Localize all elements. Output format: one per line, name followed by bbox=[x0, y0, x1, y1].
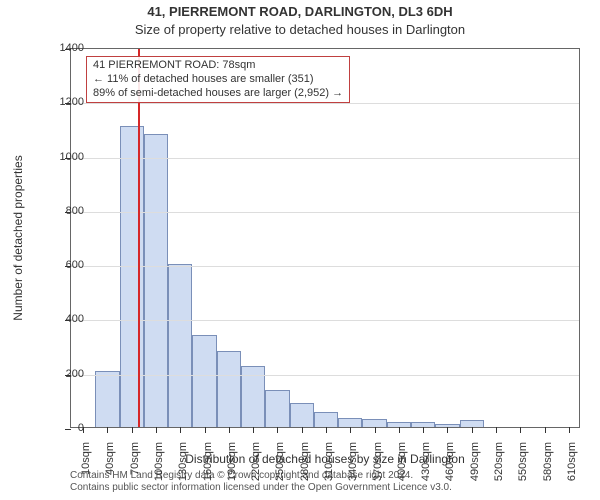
histogram-bar bbox=[338, 418, 362, 428]
x-tick bbox=[447, 427, 448, 433]
attribution-line: Contains public sector information licen… bbox=[70, 482, 590, 494]
x-tick-label: 310sqm bbox=[323, 442, 335, 481]
x-tick-label: 610sqm bbox=[566, 442, 578, 481]
gridline bbox=[71, 266, 579, 267]
histogram-bar bbox=[362, 419, 386, 427]
bars-layer bbox=[71, 49, 579, 427]
x-tick-label: 220sqm bbox=[250, 442, 262, 481]
x-tick bbox=[569, 427, 570, 433]
histogram-bar bbox=[168, 264, 192, 427]
y-tick-label: 400 bbox=[66, 313, 84, 325]
histogram-bar bbox=[265, 390, 289, 427]
histogram-bar bbox=[314, 412, 338, 427]
gridline bbox=[71, 212, 579, 213]
x-tick-label: 280sqm bbox=[299, 442, 311, 481]
y-tick-label: 1400 bbox=[60, 42, 84, 54]
x-tick-label: 130sqm bbox=[177, 442, 189, 481]
callout-line: 89% of semi-detached houses are larger (… bbox=[93, 87, 343, 101]
x-tick-label: 100sqm bbox=[153, 442, 165, 481]
plot-area bbox=[70, 48, 580, 428]
x-tick-label: 400sqm bbox=[396, 442, 408, 481]
gridline bbox=[71, 375, 579, 376]
x-tick bbox=[545, 427, 546, 433]
x-tick bbox=[399, 427, 400, 433]
x-tick bbox=[375, 427, 376, 433]
x-tick-label: 160sqm bbox=[202, 442, 214, 481]
y-tick bbox=[65, 429, 71, 430]
histogram-bar bbox=[144, 134, 168, 427]
x-tick-label: 490sqm bbox=[469, 442, 481, 481]
gridline bbox=[71, 320, 579, 321]
property-marker-line bbox=[138, 49, 140, 427]
x-tick-label: 70sqm bbox=[129, 442, 141, 475]
x-tick-label: 430sqm bbox=[420, 442, 432, 481]
callout-box: 41 PIERREMONT ROAD: 78sqm← 11% of detach… bbox=[86, 56, 350, 103]
gridline bbox=[71, 158, 579, 159]
x-tick-label: 250sqm bbox=[274, 442, 286, 481]
y-tick-label: 0 bbox=[78, 422, 84, 434]
x-tick bbox=[205, 427, 206, 433]
x-tick bbox=[496, 427, 497, 433]
y-axis-title: Number of detached properties bbox=[11, 155, 25, 320]
x-tick bbox=[132, 427, 133, 433]
histogram-bar bbox=[460, 420, 484, 427]
histogram-bar bbox=[192, 335, 216, 427]
x-tick-label: 40sqm bbox=[104, 442, 116, 475]
y-tick-label: 600 bbox=[66, 259, 84, 271]
y-tick-label: 1200 bbox=[60, 96, 84, 108]
histogram-bar bbox=[217, 351, 241, 427]
chart-subtitle: Size of property relative to detached ho… bbox=[0, 22, 600, 37]
x-tick bbox=[520, 427, 521, 433]
x-tick bbox=[107, 427, 108, 433]
x-tick bbox=[277, 427, 278, 433]
x-tick-label: 340sqm bbox=[347, 442, 359, 481]
chart-container: 41, PIERREMONT ROAD, DARLINGTON, DL3 6DH… bbox=[0, 0, 600, 500]
x-tick-label: 550sqm bbox=[517, 442, 529, 481]
gridline bbox=[71, 103, 579, 104]
histogram-bar bbox=[290, 403, 314, 427]
x-tick-label: 520sqm bbox=[493, 442, 505, 481]
x-tick-label: 370sqm bbox=[372, 442, 384, 481]
x-tick bbox=[472, 427, 473, 433]
x-tick-label: 580sqm bbox=[542, 442, 554, 481]
y-tick-label: 1000 bbox=[60, 151, 84, 163]
histogram-bar bbox=[95, 371, 119, 427]
x-tick bbox=[350, 427, 351, 433]
x-tick-label: 460sqm bbox=[444, 442, 456, 481]
callout-line: ← 11% of detached houses are smaller (35… bbox=[93, 73, 343, 87]
x-tick bbox=[302, 427, 303, 433]
x-tick bbox=[423, 427, 424, 433]
x-tick bbox=[180, 427, 181, 433]
x-tick-label: 190sqm bbox=[226, 442, 238, 481]
y-tick-label: 800 bbox=[66, 205, 84, 217]
x-tick bbox=[156, 427, 157, 433]
y-tick-label: 200 bbox=[66, 368, 84, 380]
x-tick bbox=[229, 427, 230, 433]
callout-line: 41 PIERREMONT ROAD: 78sqm bbox=[93, 59, 343, 73]
x-tick bbox=[326, 427, 327, 433]
x-tick-label: 10sqm bbox=[80, 442, 92, 475]
page-title: 41, PIERREMONT ROAD, DARLINGTON, DL3 6DH bbox=[0, 4, 600, 19]
x-tick bbox=[253, 427, 254, 433]
